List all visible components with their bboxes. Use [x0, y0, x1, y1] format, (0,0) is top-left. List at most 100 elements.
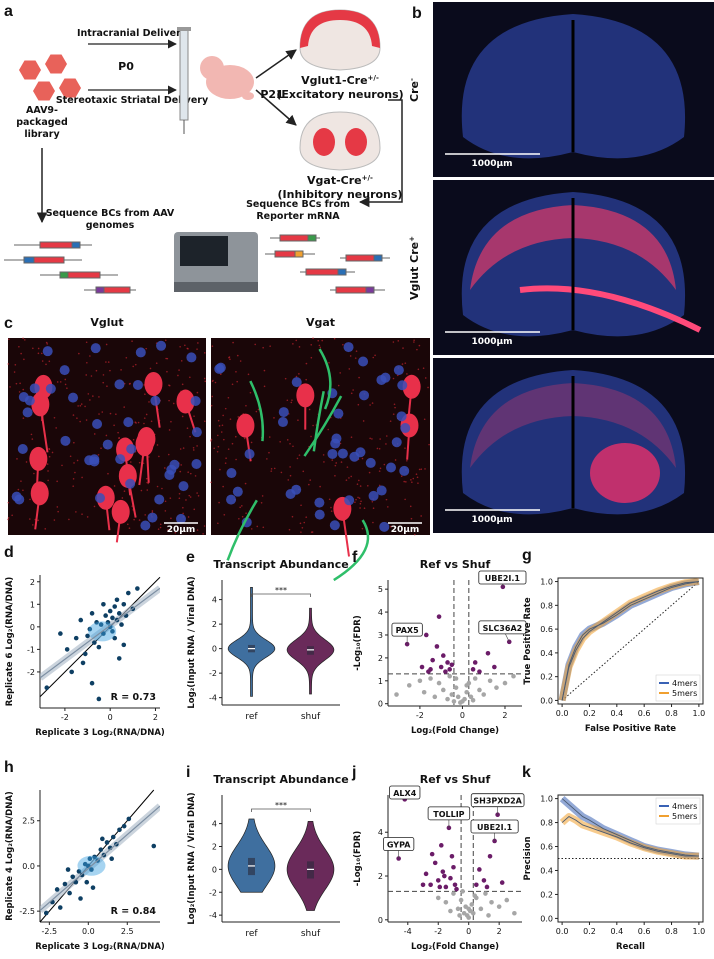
speckle: [146, 489, 149, 491]
speckle: [189, 376, 191, 379]
chart-violin: i Transcript Abundance Log₂(Input RNA / Vi…: [186, 764, 349, 939]
y-tick-label: 4: [378, 608, 383, 617]
speckle: [76, 417, 78, 419]
speckle: [299, 522, 302, 525]
speckle: [159, 526, 162, 529]
speckle: [107, 361, 110, 363]
speckle: [194, 475, 197, 477]
point: [419, 664, 425, 670]
speckle: [197, 342, 199, 344]
speckle: [235, 458, 237, 461]
point: [57, 905, 63, 910]
speckle: [337, 384, 340, 387]
scale-label: 1000µm: [471, 159, 512, 169]
speckle: [158, 455, 160, 458]
x-tick-label: 0.2: [583, 709, 596, 718]
speckle: [45, 341, 48, 344]
nucleus: [115, 454, 126, 465]
chart-line: k Precision Recall 0.0 0.2 0.4 0.6 0.8 1.0 0.0 0.2…: [522, 764, 705, 952]
row-label-sup: +: [408, 236, 416, 242]
annotation-box: [478, 570, 527, 585]
point: [94, 620, 99, 625]
speckle: [367, 485, 369, 487]
annotation-box: [389, 785, 421, 800]
violin: [227, 818, 276, 893]
arrow: [255, 89, 297, 126]
speckle: [330, 506, 332, 509]
point: [119, 622, 124, 627]
x-tick-label: 0.2: [583, 927, 596, 936]
x-tick-label: 0.0: [556, 927, 569, 936]
reference-line: [561, 581, 700, 701]
line-sup: +/-: [368, 74, 379, 82]
point: [458, 897, 464, 903]
speckle: [305, 516, 308, 518]
speckle: [79, 420, 81, 423]
speckle: [106, 385, 108, 388]
speckle: [165, 357, 167, 360]
speckle: [300, 531, 302, 533]
speckle: [292, 343, 294, 345]
nucleus: [22, 407, 33, 418]
speckle: [350, 392, 353, 395]
speckle: [123, 490, 126, 492]
y-tick-label: 1.0: [540, 795, 553, 804]
y-tick-label: 3: [378, 631, 383, 640]
speckle: [416, 348, 418, 351]
x-tick-label: ref: [245, 929, 258, 939]
speckle: [416, 476, 419, 479]
point: [112, 604, 118, 609]
y-axis-label: -Log₁₀(FDR): [353, 831, 363, 887]
speckle: [289, 442, 291, 445]
panel-label: j: [351, 764, 356, 781]
speckle: [358, 479, 360, 482]
point: [78, 617, 84, 623]
speckle: [292, 445, 294, 448]
speckle: [72, 414, 75, 416]
legend-label: 5mers: [672, 812, 697, 821]
y-tick-label: -1: [27, 645, 35, 654]
speckle: [239, 360, 242, 362]
step-label: Sequence BCs from: [246, 199, 350, 210]
point: [430, 657, 435, 663]
speckle: [357, 403, 360, 406]
x-axis-label: Log₂(Fold Change): [411, 726, 499, 736]
y-tick-label: 5: [378, 585, 383, 594]
x-tick-label: 2: [502, 711, 507, 720]
speckle: [22, 417, 25, 419]
nucleus: [92, 419, 103, 430]
speckle: [18, 391, 21, 393]
speckle: [23, 358, 25, 361]
green-fiber: [226, 499, 258, 561]
point: [105, 620, 111, 625]
y-tick-label: 0.0: [540, 914, 553, 923]
panel-label: a: [4, 3, 13, 20]
line-name: Vglut1-Cre: [301, 74, 367, 87]
speckle: [389, 420, 392, 422]
nucleus: [42, 346, 53, 357]
reporter-signal: [470, 383, 676, 468]
speckle: [128, 527, 131, 529]
series-line: [561, 581, 699, 701]
nucleus: [125, 478, 136, 489]
neurite: [115, 511, 122, 543]
speckle: [241, 505, 243, 507]
annotation: UBE2I.1: [485, 574, 521, 583]
speckle: [210, 404, 213, 407]
speckle: [406, 459, 408, 462]
speckle: [166, 370, 168, 373]
speckle: [75, 511, 77, 513]
speckle: [241, 515, 244, 518]
speckle: [47, 470, 49, 472]
point: [436, 614, 442, 619]
speckle: [19, 382, 21, 385]
speckle: [178, 369, 180, 371]
point: [472, 893, 478, 899]
speckle: [138, 519, 141, 521]
speckle: [134, 363, 137, 366]
speckle: [217, 522, 219, 525]
speckle: [409, 505, 412, 508]
point: [406, 683, 412, 688]
speckle: [64, 383, 67, 386]
speckle: [359, 485, 362, 487]
